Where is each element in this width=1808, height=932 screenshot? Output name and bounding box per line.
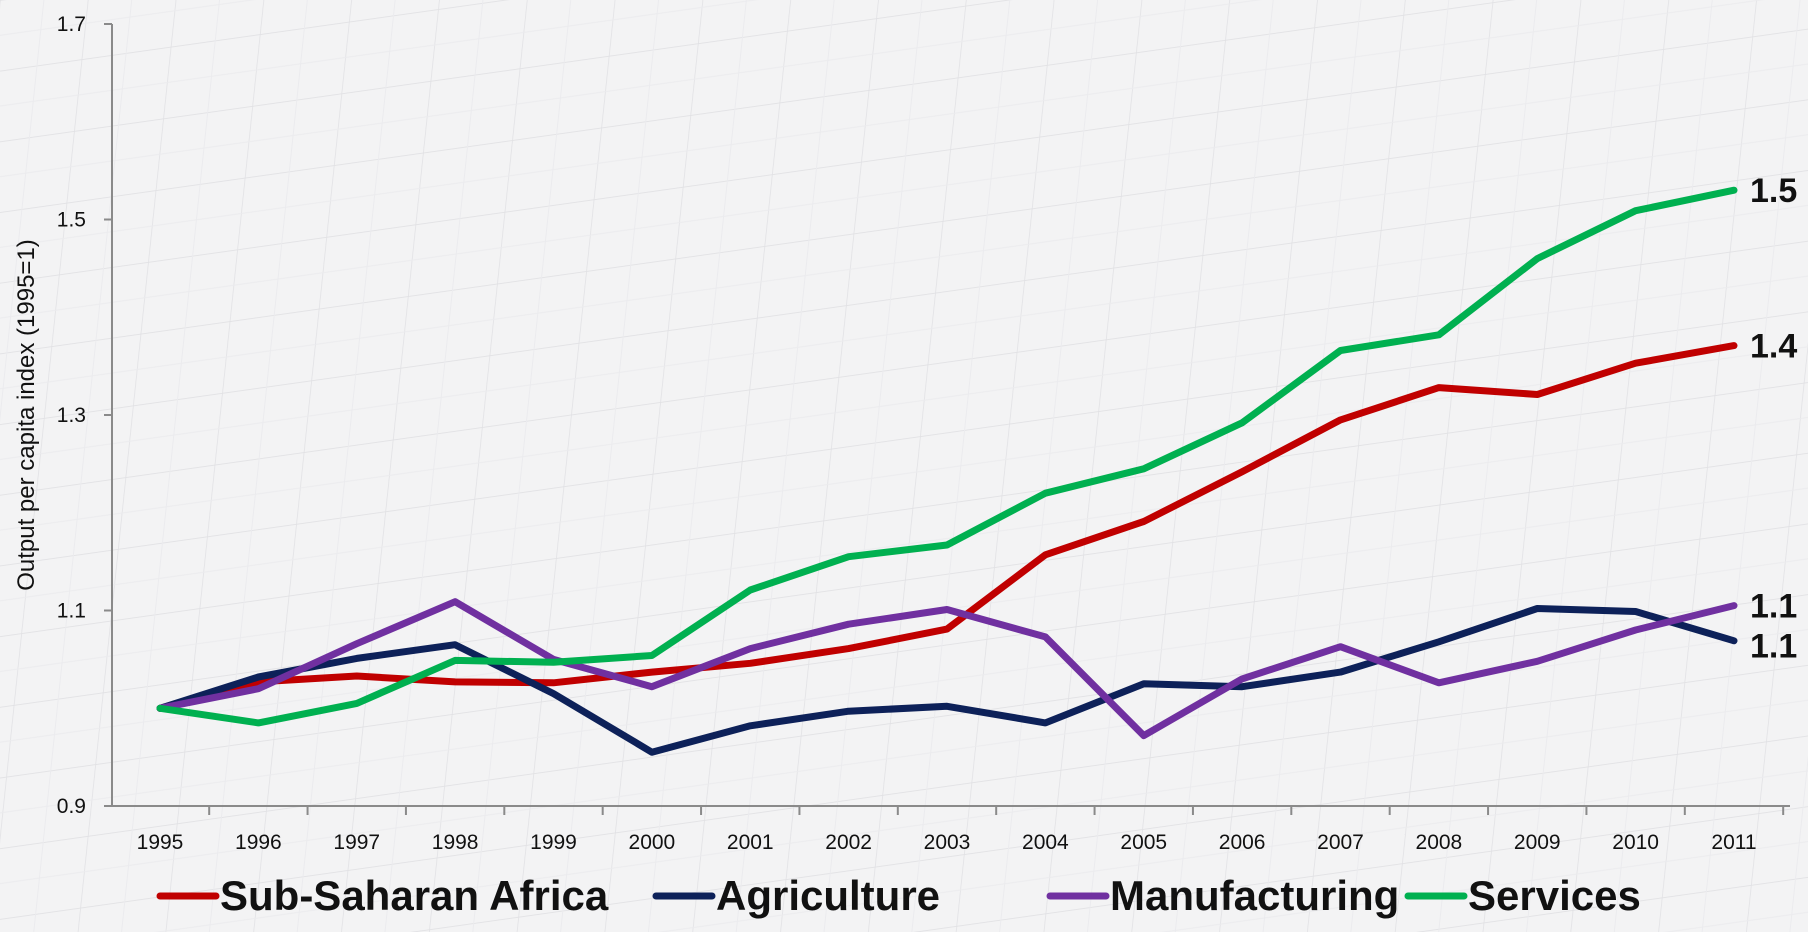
- x-tick-label: 2010: [1612, 831, 1659, 854]
- x-tick-label: 1999: [530, 831, 577, 854]
- x-tick-label: 1995: [137, 831, 184, 854]
- end-label-manufacturing: 1.1: [1750, 588, 1797, 626]
- x-tick-label: 2003: [924, 831, 971, 854]
- x-tick-label: 2000: [629, 831, 676, 854]
- legend-item-manufacturing: Manufacturing: [1046, 872, 1399, 919]
- x-tick-label: 2008: [1416, 831, 1463, 854]
- legend-label: Agriculture: [716, 872, 940, 919]
- series-line-services: [156, 186, 1738, 727]
- y-tick-label: 1.7: [57, 13, 86, 36]
- x-tick-label: 2001: [727, 831, 774, 854]
- end-label-sub-saharan-africa: 1.4: [1750, 328, 1797, 366]
- x-tick-label: 2002: [825, 831, 872, 854]
- legend-label: Manufacturing: [1110, 872, 1399, 919]
- x-tick-label: 2009: [1514, 831, 1561, 854]
- series-line-agriculture: [156, 605, 1738, 756]
- x-tick-label: 2005: [1120, 831, 1167, 854]
- x-tick-label: 2007: [1317, 831, 1364, 854]
- y-tick-label: 1.3: [57, 404, 86, 427]
- series-line-sub-saharan-africa: [156, 342, 1738, 712]
- x-tick-label: 1996: [235, 831, 282, 854]
- x-tick-label: 1998: [432, 831, 479, 854]
- x-tick-label: 2004: [1022, 831, 1069, 854]
- y-axis-title: Output per capita index (1995=1): [13, 239, 40, 591]
- legend-item-services: Services: [1404, 872, 1641, 919]
- end-label-agriculture: 1.1: [1750, 628, 1797, 666]
- x-tick-label: 2006: [1219, 831, 1266, 854]
- y-tick-label: 1.5: [57, 209, 86, 232]
- legend-label: Services: [1468, 872, 1641, 919]
- legend-label: Sub-Saharan Africa: [220, 872, 609, 919]
- legend-item-agriculture: Agriculture: [652, 872, 940, 919]
- end-label-services: 1.5: [1750, 172, 1797, 210]
- legend-item-sub-saharan-africa: Sub-Saharan Africa: [156, 872, 609, 919]
- series-line-manufacturing: [156, 598, 1738, 740]
- x-tick-label: 2011: [1711, 831, 1756, 854]
- y-tick-label: 1.1: [57, 600, 86, 623]
- x-tick-label: 1997: [333, 831, 380, 854]
- y-tick-label: 0.9: [57, 795, 86, 818]
